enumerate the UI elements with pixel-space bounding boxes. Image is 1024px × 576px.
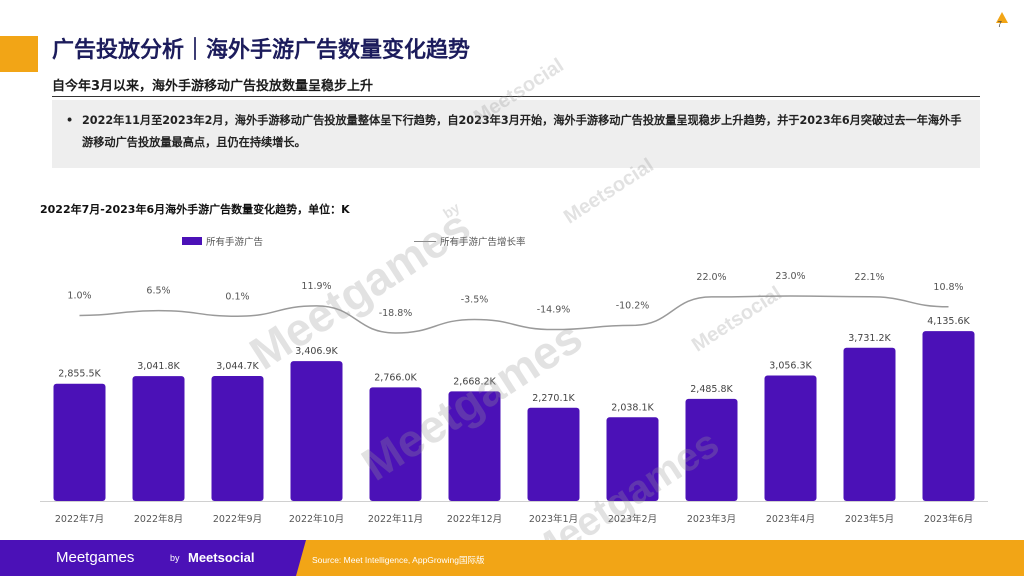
bar-value-label: 3,041.8K xyxy=(137,361,180,372)
bullet-icon: • xyxy=(66,114,74,127)
bar-value-label: 2,766.0K xyxy=(374,372,417,383)
bar-value-label: 3,731.2K xyxy=(848,333,891,344)
bar-value-label: 3,044.7K xyxy=(216,361,259,372)
growth-rate-label: -18.8% xyxy=(379,308,413,319)
footer-by: by xyxy=(170,553,180,563)
legend-bar-label: 所有手游广告 xyxy=(206,237,264,248)
footer-partner-logo: Meetsocial xyxy=(188,550,255,565)
logo-triangle-icon xyxy=(996,12,1008,23)
x-tick-label: 2022年9月 xyxy=(213,513,262,525)
footer-accent xyxy=(296,540,1024,576)
x-tick-label: 2022年12月 xyxy=(447,513,502,525)
summary-box: • 2022年11月至2023年2月，海外手游移动广告投放量整体呈下行趋势，自2… xyxy=(52,100,980,168)
bar-value-label: 3,056.3K xyxy=(769,360,812,371)
legend-item-line: 所有手游广告增长率 xyxy=(414,234,526,248)
summary-text: 2022年11月至2023年2月，海外手游移动广告投放量整体呈下行趋势，自202… xyxy=(82,114,962,149)
growth-rate-label: 22.0% xyxy=(696,272,726,283)
growth-rate-label: 0.1% xyxy=(225,291,249,302)
x-tick-label: 2023年1月 xyxy=(529,513,578,525)
growth-rate-label: 22.1% xyxy=(854,272,884,283)
bar-value-label: 2,270.1K xyxy=(532,393,575,404)
x-tick-label: 2023年5月 xyxy=(845,513,894,525)
bar xyxy=(448,391,501,501)
bar xyxy=(764,375,817,501)
bar-value-label: 2,038.1K xyxy=(611,402,654,413)
x-tick-label: 2022年7月 xyxy=(55,513,104,525)
growth-rate-label: 23.0% xyxy=(775,271,805,282)
x-tick-label: 2023年3月 xyxy=(687,513,736,525)
bar-value-label: 2,855.5K xyxy=(58,369,101,380)
growth-rate-line xyxy=(79,295,949,334)
x-tick-label: 2022年10月 xyxy=(289,513,344,525)
bar-value-label: 2,668.2K xyxy=(453,376,496,387)
bar xyxy=(685,398,738,501)
growth-rate-label: -14.9% xyxy=(537,305,571,316)
growth-rate-label: 11.9% xyxy=(301,281,331,292)
footer-brand-logo: Meetgames xyxy=(56,549,135,566)
bar-value-label: 4,135.6K xyxy=(927,316,970,327)
bar-value-label: 2,485.8K xyxy=(690,384,733,395)
legend-line-swatch xyxy=(414,240,436,242)
chart-title: 2022年7月-2023年6月海外手游广告数量变化趋势，单位：K xyxy=(40,203,350,216)
page-title: 广告投放分析｜海外手游广告数量变化趋势 xyxy=(52,38,471,63)
x-tick-label: 2023年2月 xyxy=(608,513,657,525)
subtitle-divider xyxy=(52,96,980,97)
growth-rate-label: 1.0% xyxy=(67,290,91,301)
growth-rate-label: -3.5% xyxy=(461,294,489,305)
bar xyxy=(369,387,422,501)
page-number: 7 xyxy=(997,20,1002,29)
legend-bar-swatch xyxy=(182,237,202,245)
bar xyxy=(132,376,185,501)
x-tick-label: 2023年6月 xyxy=(924,513,973,525)
summary-paragraph: • 2022年11月至2023年2月，海外手游移动广告投放量整体呈下行趋势，自2… xyxy=(66,110,964,154)
bar xyxy=(606,417,659,501)
x-tick-label: 2022年8月 xyxy=(134,513,183,525)
legend-line-label: 所有手游广告增长率 xyxy=(440,237,526,248)
x-tick-label: 2023年4月 xyxy=(766,513,815,525)
subtitle: 自今年3月以来，海外手游移动广告投放数量呈稳步上升 xyxy=(52,79,374,94)
bar xyxy=(843,347,896,501)
bar xyxy=(53,383,106,501)
legend-item-bars: 所有手游广告 xyxy=(182,234,263,248)
title-accent-bar xyxy=(0,36,38,72)
footer-source: Source: Meet Intelligence, AppGrowing国际版 xyxy=(312,555,485,565)
growth-rate-label: 6.5% xyxy=(146,286,170,297)
bar xyxy=(922,331,975,501)
bar xyxy=(211,375,264,501)
bar xyxy=(527,407,580,501)
bar-value-label: 3,406.9K xyxy=(295,346,338,357)
bar xyxy=(290,361,343,501)
growth-rate-label: -10.2% xyxy=(616,300,650,311)
growth-rate-label: 10.8% xyxy=(933,282,963,293)
chart-canvas: 2,855.5K 2022年7月 3,041.8K 2022年8月 3,044.7K 20… xyxy=(40,271,988,525)
x-tick-label: 2022年11月 xyxy=(368,513,423,525)
